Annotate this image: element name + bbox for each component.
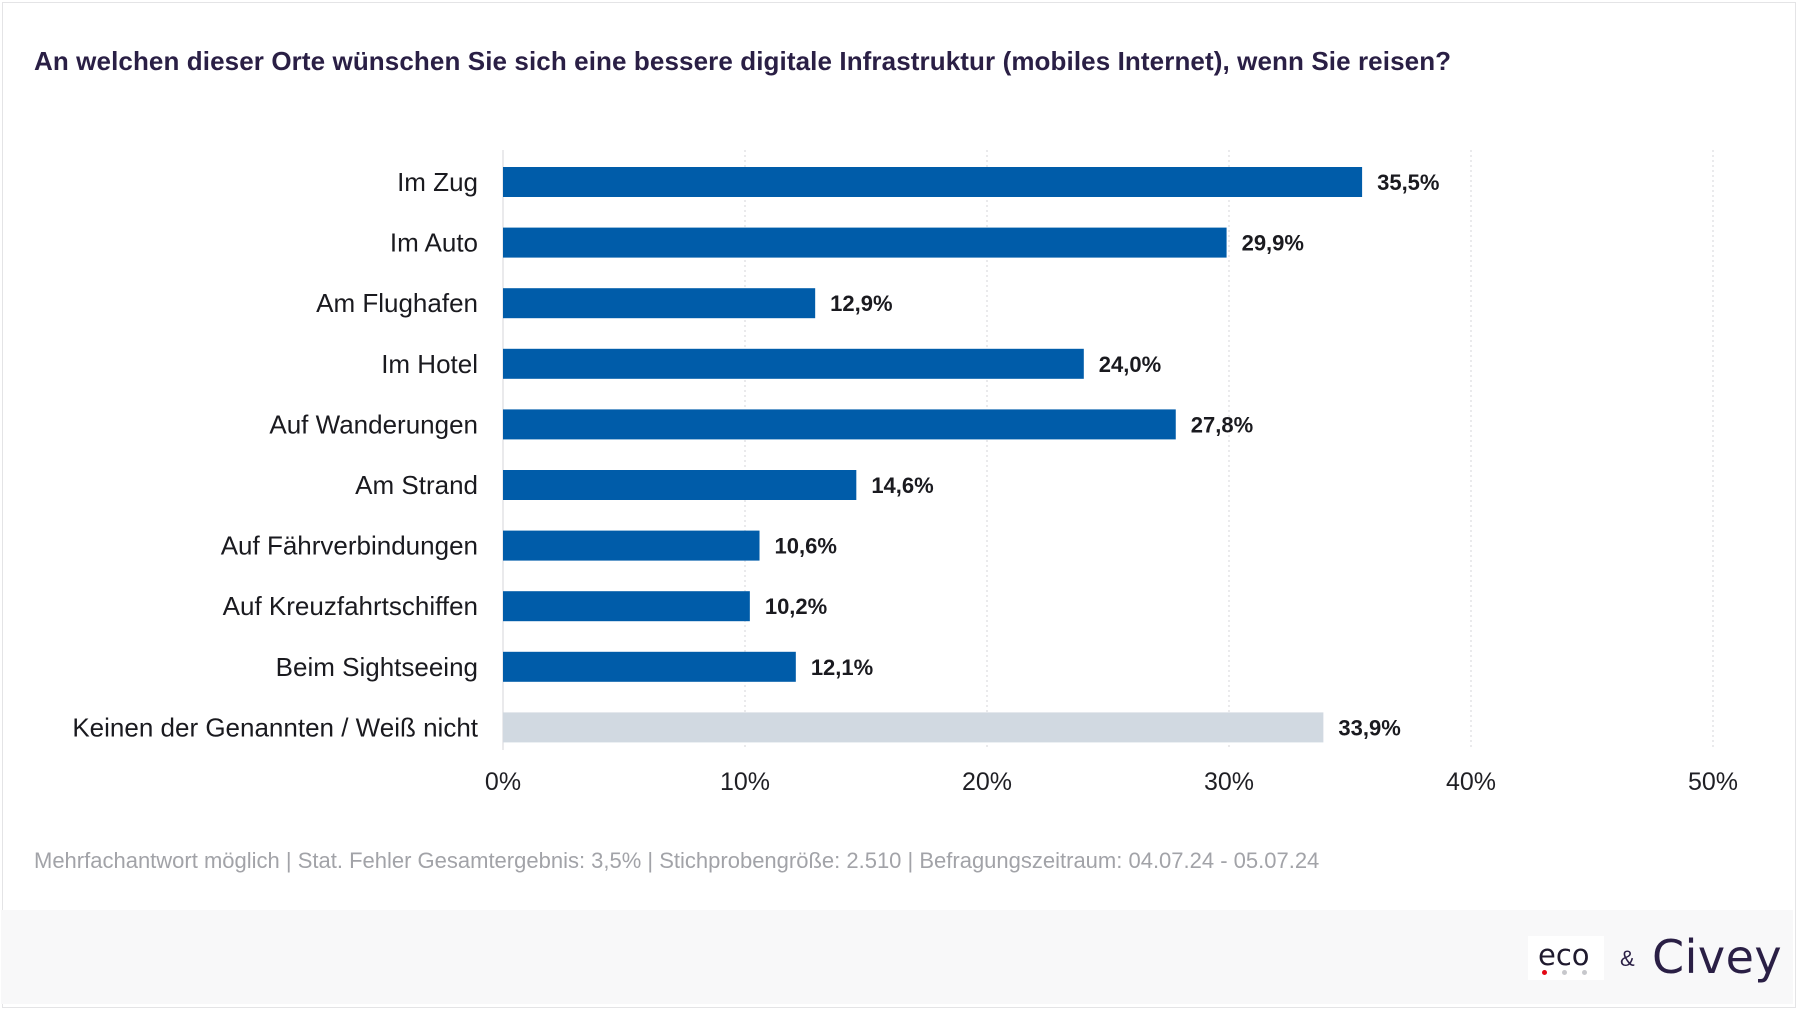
value-label: 10,2% xyxy=(765,594,827,619)
bar xyxy=(503,712,1324,743)
category-label: Beim Sightseeing xyxy=(276,652,478,682)
category-labels: Im Zug Im Auto Am Flughafen Im Hotel Auf Wan… xyxy=(72,167,478,742)
footnote: Mehrfachantwort möglich | Stat. Fehler G… xyxy=(34,848,1320,873)
bar xyxy=(503,470,857,500)
x-tick-label: 10% xyxy=(720,768,770,796)
bar xyxy=(503,651,796,682)
bar xyxy=(503,167,1363,197)
bar xyxy=(503,288,816,319)
bar xyxy=(503,409,1176,440)
chart-title: An welchen dieser Orte wünschen Sie sich… xyxy=(34,46,1452,76)
value-label: 33,9% xyxy=(1338,715,1400,740)
value-label: 12,1% xyxy=(811,655,873,680)
value-label: 35,5% xyxy=(1377,170,1439,195)
bar xyxy=(503,348,1084,379)
eco-logo-dots xyxy=(1542,970,1590,975)
x-tick-label: 20% xyxy=(962,768,1012,796)
category-label: Auf Kreuzfahrtschiffen xyxy=(223,591,478,621)
value-label: 24,0% xyxy=(1099,352,1161,377)
category-label: Im Hotel xyxy=(381,349,478,379)
category-label: Keinen der Genannten / Weiß nicht xyxy=(72,712,478,742)
x-tick-label: 0% xyxy=(485,768,521,796)
x-tick-label: 40% xyxy=(1446,768,1496,796)
bar xyxy=(503,227,1227,258)
value-label: 14,6% xyxy=(871,473,933,498)
category-label: Am Flughafen xyxy=(316,288,478,318)
bar xyxy=(503,591,750,622)
footer-bar xyxy=(1,910,1793,1004)
category-label: Auf Fährverbindungen xyxy=(221,531,478,561)
value-label: 12,9% xyxy=(830,291,892,316)
category-label: Im Auto xyxy=(390,228,478,258)
value-labels: 35,5% 29,9% 12,9% 24,0% 27,8% 14,6% 10,6% 10,2%… xyxy=(765,170,1440,740)
ampersand: & xyxy=(1620,946,1635,971)
x-axis-tick-labels: 0% 10% 20% 30% 40% 50% xyxy=(485,768,1738,796)
bar xyxy=(503,530,760,561)
value-label: 10,6% xyxy=(775,534,837,559)
value-label: 27,8% xyxy=(1191,412,1253,437)
value-label: 29,9% xyxy=(1242,231,1304,256)
eco-logo: eco xyxy=(1528,936,1604,980)
x-tick-label: 30% xyxy=(1204,768,1254,796)
x-tick-label: 50% xyxy=(1688,768,1738,796)
eco-logo-text: eco xyxy=(1538,938,1590,972)
chart-bars xyxy=(503,167,1363,743)
civey-logo: Civey xyxy=(1652,930,1783,984)
category-label: Im Zug xyxy=(397,167,478,197)
bar-chart: Im Zug Im Auto Am Flughafen Im Hotel Auf Wan… xyxy=(72,150,1738,796)
category-label: Auf Wanderungen xyxy=(269,409,478,439)
category-label: Am Strand xyxy=(355,470,478,500)
